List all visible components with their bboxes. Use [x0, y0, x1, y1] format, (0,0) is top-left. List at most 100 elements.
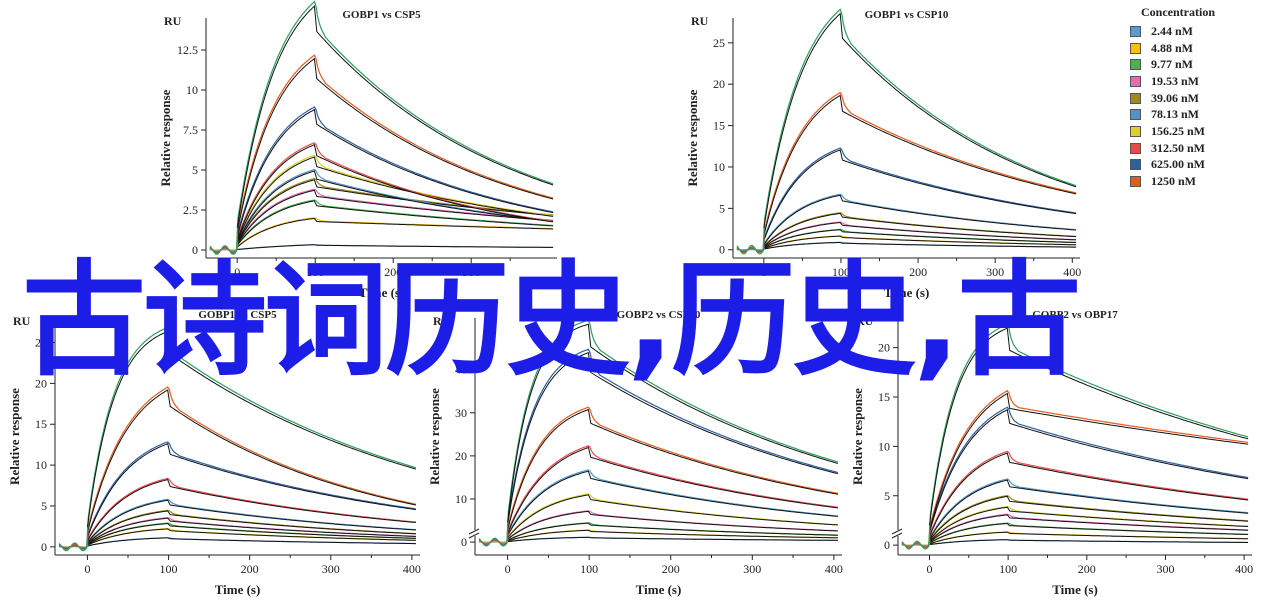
- sensorgram-panel: 0 5 10 15 20 25 0 100 200 300 400 GOBP1 vs CSP10 RU T…: [685, 8, 1081, 300]
- fit-curve: [507, 352, 839, 525]
- legend-swatch: [1130, 109, 1141, 121]
- y-tick-label: 15: [35, 417, 47, 431]
- legend-label: 39.06 nM: [1151, 90, 1199, 105]
- fit-curve: [87, 517, 416, 545]
- legend-label: 625.00 nM: [1151, 157, 1205, 172]
- y-axis-label: Relative response: [7, 388, 22, 485]
- response-curve: [209, 199, 554, 252]
- y-tick-label: 20: [713, 77, 725, 91]
- fit-curve: [236, 189, 554, 245]
- legend-swatch: [1130, 176, 1141, 188]
- legend-title: Concentration: [1141, 5, 1215, 19]
- response-curve: [209, 177, 554, 252]
- panel-title: GOBP1 vs CSP10: [865, 9, 949, 21]
- panel-title: GOBP1 vs CSP5: [198, 309, 277, 321]
- x-tick-label: 100: [999, 562, 1017, 576]
- y-tick-label: 15: [878, 390, 890, 404]
- y-tick-label: 5: [41, 499, 47, 513]
- x-tick-label: 300: [986, 265, 1004, 279]
- y-tick-label: 10: [878, 439, 890, 453]
- fit-curve: [87, 537, 416, 547]
- axis-break-mark: [468, 532, 480, 539]
- response-curve: [478, 445, 838, 545]
- y-tick-label: 0: [461, 535, 467, 549]
- response-curve: [58, 326, 417, 552]
- legend-label: 78.13 nM: [1151, 107, 1199, 122]
- legend-swatch: [1130, 142, 1141, 154]
- response-curve: [478, 406, 839, 546]
- response-curve: [901, 450, 1249, 548]
- x-tick-label: 400: [1063, 265, 1081, 279]
- y-tick-label: 10: [35, 458, 47, 472]
- panel-title: GOBP2 vs OBP17: [1032, 309, 1118, 321]
- fit-curve: [507, 446, 838, 534]
- panel-title: GOBP2 vs CSP10: [617, 309, 701, 321]
- response-curve: [209, 154, 554, 253]
- x-tick-label: 400: [403, 562, 421, 576]
- x-tick-label: 300: [1156, 562, 1174, 576]
- x-tick-label: 100: [832, 265, 850, 279]
- fit-curve: [763, 94, 1077, 236]
- x-tick-label: 400: [825, 562, 843, 576]
- fit-curve: [236, 143, 554, 241]
- legend-item: 1250 nM: [1118, 173, 1238, 190]
- fit-curve: [236, 200, 554, 246]
- fit-curve: [929, 506, 1249, 543]
- response-curve: [58, 386, 417, 551]
- fit-curve: [507, 494, 838, 539]
- response-curve: [901, 406, 1249, 549]
- y-tick-label: 7.5: [183, 123, 198, 137]
- x-tick-label: 200: [384, 265, 402, 279]
- response-curve: [209, 0, 554, 256]
- legend-item: 39.06 nM: [1118, 90, 1238, 107]
- legend-swatch: [1130, 92, 1141, 104]
- legend-label: 312.50 nM: [1151, 140, 1205, 155]
- fit-curve: [236, 156, 554, 242]
- x-tick-label: 200: [662, 562, 680, 576]
- y-tick-label: 12.5: [177, 43, 198, 57]
- fit-curve: [929, 408, 1249, 533]
- fit-curve: [929, 514, 1249, 543]
- response-curve: [209, 142, 554, 253]
- y-axis-label: Relative response: [685, 89, 700, 186]
- fit-curve: [87, 522, 416, 546]
- y-tick-label: 10: [713, 160, 725, 174]
- response-curve: [736, 8, 1077, 255]
- fit-curve: [236, 57, 554, 233]
- legend-label: 9.77 nM: [1151, 57, 1193, 72]
- y-tick-label: 5: [884, 489, 890, 503]
- x-tick-label: 0: [926, 562, 932, 576]
- x-tick-label: 300: [322, 562, 340, 576]
- y-tick-label: 10: [186, 83, 198, 97]
- fit-curve: [763, 221, 1077, 248]
- x-tick-label: 400: [1235, 562, 1253, 576]
- x-tick-label: 0: [234, 265, 240, 279]
- fit-curve: [236, 108, 554, 238]
- response-curve: [478, 348, 839, 547]
- fit-curve: [236, 5, 554, 228]
- fit-curve: [929, 495, 1249, 542]
- fit-curve: [507, 510, 838, 540]
- legend-swatch: [1130, 59, 1141, 71]
- response-curve: [901, 323, 1249, 550]
- fit-curve: [929, 479, 1249, 540]
- x-axis-label: Time (s): [636, 582, 682, 597]
- x-tick-label: 300: [743, 562, 761, 576]
- legend-swatch: [1130, 75, 1141, 87]
- fit-curve: [86, 443, 416, 538]
- x-tick-label: 0: [761, 265, 767, 279]
- response-curve: [58, 477, 416, 549]
- fit-curve: [86, 479, 416, 541]
- y-tick-label: 40: [455, 363, 467, 377]
- y-tick-label: 0: [719, 243, 725, 257]
- response-curve: [736, 147, 1077, 253]
- legend-label: 2.44 nM: [1151, 23, 1193, 38]
- axis-break-mark: [891, 532, 903, 539]
- response-curve: [479, 510, 838, 544]
- fit-curve: [763, 149, 1077, 241]
- legend-swatch: [1130, 42, 1141, 54]
- fit-curve: [929, 539, 1249, 546]
- legend-label: 156.25 nM: [1151, 123, 1205, 138]
- x-tick-label: 100: [160, 562, 178, 576]
